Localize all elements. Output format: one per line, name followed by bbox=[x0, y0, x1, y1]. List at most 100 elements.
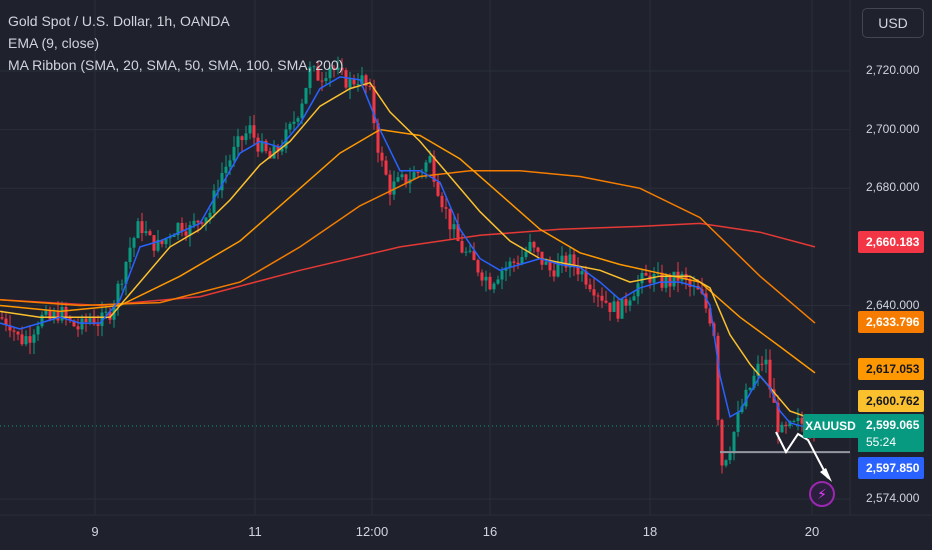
ribbon-legend[interactable]: MA Ribbon (SMA, 20, SMA, 50, SMA, 100, S… bbox=[8, 57, 344, 73]
candle-body bbox=[76, 326, 80, 330]
candle-body bbox=[268, 151, 272, 159]
sma-50-line bbox=[0, 128, 816, 374]
candle-body bbox=[464, 251, 468, 253]
lightning-icon[interactable]: ⚡ bbox=[809, 481, 835, 507]
candle-body bbox=[164, 238, 168, 245]
sma-100-line bbox=[0, 169, 816, 324]
candle-body bbox=[316, 66, 320, 81]
candle-body bbox=[496, 279, 500, 284]
price-tag: 2,660.183 bbox=[858, 231, 924, 253]
candle-body bbox=[136, 221, 140, 239]
candle-body bbox=[680, 273, 684, 281]
candle-body bbox=[724, 460, 728, 466]
currency-button[interactable]: USD bbox=[862, 8, 924, 38]
chart-legend: Gold Spot / U.S. Dollar, 1h, OANDA EMA (… bbox=[8, 10, 343, 76]
candle-body bbox=[412, 172, 416, 180]
candle-body bbox=[160, 239, 164, 245]
candle-body bbox=[720, 419, 724, 466]
candle-body bbox=[672, 271, 676, 287]
candle-body bbox=[300, 103, 304, 119]
bar-countdown: 55:24 bbox=[866, 435, 897, 449]
candle-body bbox=[176, 223, 180, 236]
candle-body bbox=[320, 80, 324, 82]
candle-body bbox=[104, 311, 108, 313]
candle-body bbox=[620, 299, 624, 319]
candle-body bbox=[124, 261, 128, 284]
current-price-tag: 2,599.065 55:24 bbox=[858, 414, 924, 452]
candle-body bbox=[432, 156, 436, 182]
candle-body bbox=[308, 66, 312, 89]
candle-body bbox=[368, 85, 372, 87]
candle-body bbox=[236, 136, 240, 147]
candle-body bbox=[744, 389, 748, 407]
candle-body bbox=[332, 67, 336, 70]
candle-body bbox=[296, 118, 300, 122]
candle-body bbox=[688, 279, 692, 287]
candle-body bbox=[264, 140, 268, 152]
price-tag: 2,633.796 bbox=[858, 311, 924, 333]
candle-body bbox=[336, 67, 340, 70]
candle-body bbox=[560, 255, 564, 263]
candle-body bbox=[728, 453, 732, 461]
candle-body bbox=[608, 302, 612, 312]
candle-body bbox=[68, 316, 72, 321]
candle-body bbox=[524, 251, 528, 257]
candle-body bbox=[448, 208, 452, 230]
candle-body bbox=[92, 318, 96, 325]
candle-body bbox=[384, 160, 388, 175]
candle-body bbox=[196, 220, 200, 223]
candle-body bbox=[516, 262, 520, 265]
symbol-title[interactable]: Gold Spot / U.S. Dollar, 1h, OANDA bbox=[8, 13, 230, 29]
candle-body bbox=[364, 75, 368, 86]
price-tick-label: 2,720.000 bbox=[866, 63, 920, 77]
candle-body bbox=[736, 412, 740, 432]
candle-body bbox=[764, 359, 768, 365]
candle-body bbox=[776, 402, 780, 433]
candle-body bbox=[536, 247, 540, 252]
candle-body bbox=[416, 172, 420, 174]
ema-9-line bbox=[0, 76, 816, 430]
candle-body bbox=[800, 417, 804, 424]
candle-body bbox=[48, 310, 52, 320]
candle-body bbox=[0, 317, 4, 319]
candle-body bbox=[352, 78, 356, 85]
candle-body bbox=[604, 300, 608, 303]
candle-body bbox=[88, 318, 92, 323]
candle-body bbox=[272, 146, 276, 159]
price-tick-label: 2,680.000 bbox=[866, 180, 920, 195]
candle-body bbox=[520, 256, 524, 265]
candle-body bbox=[640, 272, 644, 284]
sma-200-line bbox=[0, 222, 816, 307]
candle-body bbox=[400, 174, 404, 178]
candle-body bbox=[652, 274, 656, 283]
candle-body bbox=[372, 86, 376, 124]
candle-body bbox=[752, 375, 756, 388]
candle-body bbox=[452, 224, 456, 230]
candle-body bbox=[188, 225, 192, 236]
candle-body bbox=[156, 239, 160, 251]
candle-body bbox=[572, 254, 576, 267]
candle-body bbox=[644, 272, 648, 276]
candle-body bbox=[748, 387, 752, 390]
candle-body bbox=[288, 123, 292, 130]
candle-body bbox=[348, 78, 352, 88]
candle-body bbox=[4, 318, 8, 326]
candle-body bbox=[204, 217, 208, 224]
candle-body bbox=[228, 160, 232, 167]
candle-body bbox=[532, 241, 536, 248]
price-tick-label: 2,640.000 bbox=[866, 297, 920, 312]
candle-body bbox=[360, 75, 364, 85]
candle-body bbox=[624, 299, 628, 306]
candle-body bbox=[784, 424, 788, 426]
candle-body bbox=[64, 306, 68, 317]
candle-body bbox=[168, 236, 172, 239]
time-tick-label: 20 bbox=[804, 524, 820, 539]
price-tick-label: 2,574.000 bbox=[866, 491, 920, 505]
ema-legend[interactable]: EMA (9, close) bbox=[8, 35, 100, 51]
price-tick-label: 2,700.000 bbox=[866, 121, 920, 136]
candle-body bbox=[292, 121, 296, 124]
candle-body bbox=[200, 222, 204, 224]
candle-body bbox=[480, 272, 484, 281]
candle-body bbox=[72, 320, 76, 327]
